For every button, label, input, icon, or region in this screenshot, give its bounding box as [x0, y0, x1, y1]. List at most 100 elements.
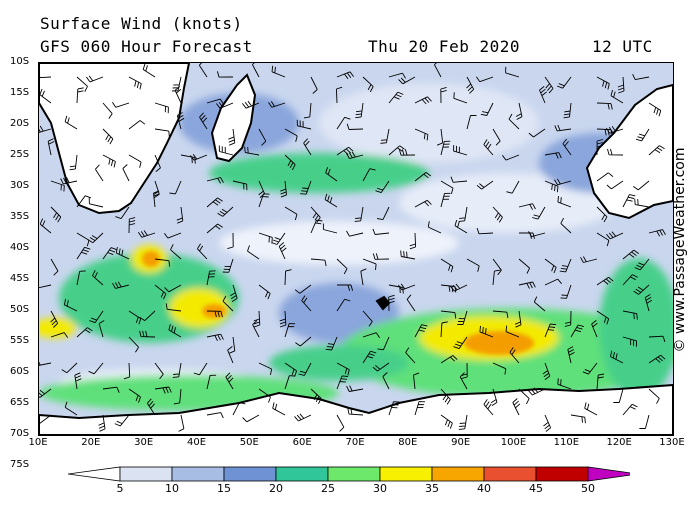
wind-barb — [206, 223, 223, 234]
latitude-label: 10S — [10, 56, 30, 67]
calm-zone — [399, 173, 619, 233]
wind-barb — [414, 96, 432, 105]
wind-barb — [310, 388, 322, 405]
wind-barb — [560, 284, 572, 299]
colorbar-label: 50 — [581, 482, 595, 495]
wind-barb — [336, 146, 354, 156]
wind-barb — [570, 414, 586, 424]
wind-barb — [284, 323, 296, 338]
wind-barb — [173, 388, 182, 405]
latitude-label: 40S — [10, 242, 30, 253]
forecast-label: GFS 060 Hour Forecast — [40, 37, 253, 56]
wind-barb — [39, 388, 52, 398]
wind-barb — [272, 402, 286, 416]
wind-barb — [544, 152, 562, 159]
wind-barb — [174, 86, 182, 104]
colorbar-segment — [223, 466, 277, 482]
colorbar-segment — [431, 466, 485, 482]
wind-barb — [242, 414, 260, 423]
strong-wind-zone — [209, 153, 429, 193]
wind-barb — [440, 321, 448, 338]
wind-barb — [634, 198, 650, 208]
wind-barb — [76, 246, 91, 260]
wind-barb — [170, 244, 182, 260]
colorbar-label: 40 — [477, 482, 491, 495]
latitude-label: 30S — [10, 180, 30, 191]
wind-barb — [622, 249, 639, 260]
wind-barb — [409, 232, 417, 250]
wind-barb — [300, 180, 312, 195]
wind-barb — [39, 88, 52, 104]
colorbar-label: 20 — [269, 482, 283, 495]
wind-barb — [284, 128, 298, 142]
wind-barb — [50, 180, 65, 192]
wind-barb — [388, 401, 400, 416]
wind-barb — [596, 276, 614, 286]
wind-barb — [325, 336, 338, 351]
longitude-label: 90E — [451, 437, 471, 448]
wind-barb — [613, 388, 624, 403]
wind-barb — [139, 310, 156, 321]
wind-barb — [228, 128, 236, 146]
wind-barb — [596, 102, 613, 110]
wind-barb — [596, 232, 610, 247]
latitude-label: 35S — [10, 211, 30, 222]
map-title: Surface Wind (knots) — [40, 14, 243, 33]
wind-barb — [436, 128, 444, 146]
wind-barb — [294, 413, 312, 422]
wind-barbs — [39, 63, 666, 432]
wind-barb — [165, 303, 182, 312]
wind-barb — [190, 154, 208, 161]
wind-barb — [258, 128, 267, 146]
wind-barb — [87, 232, 104, 244]
longitude-label: 130E — [659, 437, 685, 448]
wind-barb — [336, 71, 354, 80]
colorbar-segment — [535, 466, 589, 482]
wind-barb — [112, 281, 130, 289]
colorbar-label: 15 — [217, 482, 231, 495]
wind-barb — [542, 362, 551, 380]
wind-barb — [47, 138, 55, 156]
calm-zone — [219, 221, 459, 265]
credit-text: © www.PassageWeather.com — [672, 147, 688, 353]
wind-barb — [154, 362, 164, 380]
wind-barb — [610, 89, 624, 104]
wind-barb — [92, 270, 104, 286]
wind-barb — [483, 399, 494, 416]
wind-barb — [440, 310, 457, 319]
wind-barb — [453, 336, 468, 350]
longitude-label: 30E — [134, 437, 154, 448]
wind-barb — [388, 91, 404, 104]
wind-barb — [362, 350, 377, 364]
wind-barb — [76, 87, 84, 104]
longitude-label: 70E — [345, 437, 365, 448]
wind-barb — [380, 128, 390, 144]
wind-barb — [336, 375, 349, 390]
colorbar-segment — [275, 466, 329, 482]
wind-barb — [206, 177, 224, 184]
wind-barb — [69, 154, 78, 171]
longitude-label: 120E — [606, 437, 632, 448]
wind-barb — [506, 180, 520, 194]
wind-barb — [252, 63, 260, 78]
wind-barb — [39, 125, 52, 133]
wind-barb — [375, 180, 390, 194]
wind-barb — [39, 284, 52, 289]
wind-barb — [634, 258, 650, 271]
wind-barb — [388, 284, 404, 294]
latitude-label: 15S — [10, 87, 30, 98]
wind-barb — [253, 310, 261, 328]
wind-barb — [607, 148, 624, 156]
wind-barb — [230, 284, 238, 302]
wind-barb — [258, 388, 271, 403]
wind-barb — [440, 180, 454, 195]
wind-barb — [168, 324, 182, 338]
wind-barb — [284, 206, 298, 221]
wind-barb — [50, 258, 59, 276]
wind-barb — [398, 283, 416, 291]
wind-barb — [414, 128, 429, 141]
wind-barb — [206, 374, 217, 390]
longitude-label: 110E — [553, 437, 580, 448]
wind-barb — [258, 180, 266, 198]
wind-barb — [50, 206, 62, 223]
